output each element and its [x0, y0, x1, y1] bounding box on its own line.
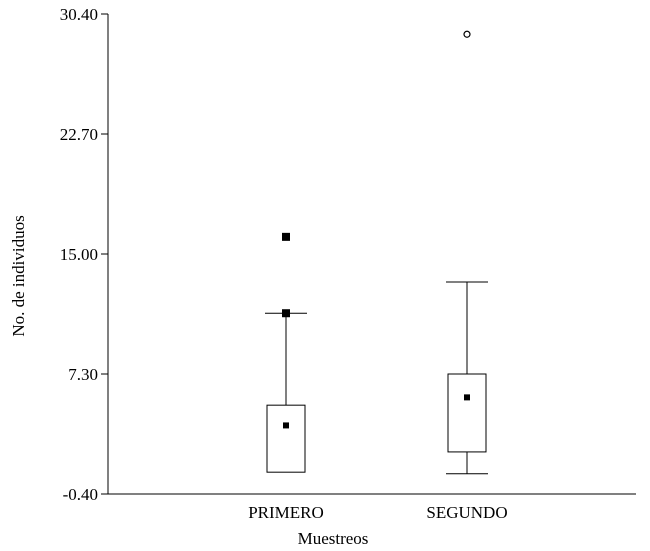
y-axis-title: No. de individuos [9, 215, 28, 336]
extreme-marker [282, 232, 290, 241]
y-tick-label: 15.00 [60, 245, 98, 264]
extreme-marker [282, 309, 290, 318]
y-tick-label: 30.40 [60, 5, 98, 24]
y-ticks: -0.40 7.30 15.00 22.70 30.40 [60, 5, 108, 504]
x-tick-label: SEGUNDO [426, 503, 507, 522]
box-primero [265, 232, 307, 473]
outlier-marker [463, 30, 471, 38]
box-iqr [266, 404, 306, 473]
plot-area: -0.40 7.30 15.00 22.70 30.40 PRIMERO SEGUNDO [60, 5, 636, 522]
x-tick-labels: PRIMERO SEGUNDO [248, 503, 507, 522]
x-axis-title: Muestreos [298, 529, 369, 548]
boxes [265, 30, 488, 475]
y-tick-label: -0.40 [63, 485, 98, 504]
box-iqr [447, 373, 487, 453]
mean-marker [283, 422, 289, 429]
x-tick-label: PRIMERO [248, 503, 324, 522]
mean-marker [464, 394, 470, 401]
y-tick-label: 7.30 [68, 365, 98, 384]
y-tick-label: 22.70 [60, 125, 98, 144]
box-segundo [446, 30, 488, 475]
